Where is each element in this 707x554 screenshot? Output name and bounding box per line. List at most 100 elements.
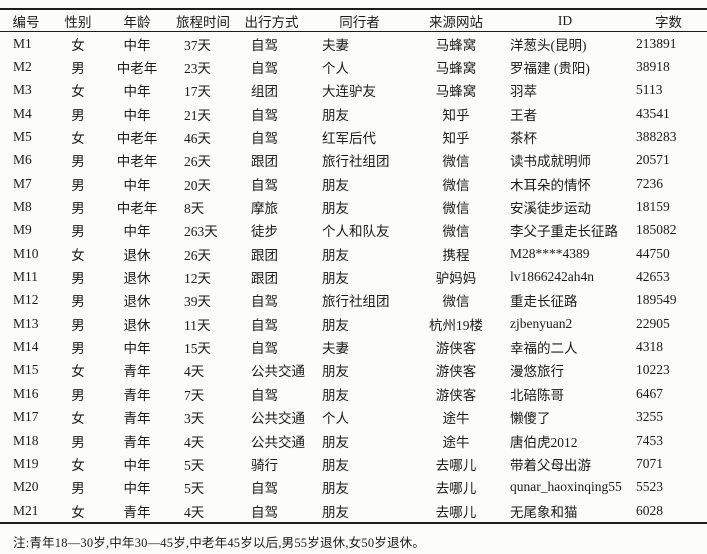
- table-cell: 6467: [636, 385, 663, 401]
- table-cell: M7: [13, 175, 32, 191]
- table-cell: 夫妻: [322, 341, 349, 357]
- table-cell: 中年: [123, 37, 151, 53]
- table-cell: 青年: [123, 434, 151, 450]
- table-cell: 个人: [322, 411, 349, 427]
- table-cell: 驴妈妈: [435, 271, 477, 287]
- table-cell: 男: [71, 177, 85, 193]
- table-cell: 17天: [184, 84, 211, 100]
- table-cell: 携程: [442, 247, 470, 263]
- table-cell: 男: [71, 481, 85, 497]
- table-cell: 朋友: [322, 504, 349, 520]
- table-row: M17 女 青年 3天 公共交通 个人 途牛 懒傻了 3255: [0, 406, 707, 429]
- table-row: M5 女 中老年 46天 自驾 红军后代 知乎 茶杯 388283: [0, 125, 707, 148]
- table-cell: 知乎: [442, 107, 470, 123]
- traveler-data-table: 编号 性别 年龄 旅程时间 出行方式 同行者 来源网站 ID 字数 M1 女中年 3…: [0, 8, 707, 524]
- table-cell: 女: [71, 364, 85, 380]
- table-row: M12 男 退休 39天 自驾 旅行社组团 微信 重走长征路 189549: [0, 289, 707, 312]
- table-cell: M28****4389: [510, 245, 590, 261]
- table-cell: 中年: [123, 457, 151, 473]
- table-cell: 男: [71, 61, 85, 77]
- table-row: M2 男 中老年 23天 自驾 个人 马蜂窝 罗福建 (贵阳) 38918: [0, 55, 707, 78]
- table-cell: 去哪儿: [435, 481, 477, 497]
- table-cell: 中老年: [116, 61, 158, 77]
- table-cell: 王者: [510, 107, 537, 123]
- table-cell: 6028: [636, 502, 663, 518]
- table-row: M14 男 中年 15天 自驾 夫妻 游侠客 幸福的二人 4318: [0, 335, 707, 358]
- header-row: 编号 性别 年龄 旅程时间 出行方式 同行者 来源网站 ID 字数: [0, 9, 707, 32]
- table-cell: 朋友: [322, 434, 349, 450]
- table-cell: 朋友: [322, 364, 349, 380]
- table-cell: 5天: [184, 481, 205, 497]
- table-cell: 男: [71, 294, 85, 310]
- table-cell: 青年: [123, 364, 151, 380]
- table-cell: 213891: [636, 35, 677, 51]
- table-cell: 朋友: [322, 201, 349, 217]
- table-cell: 红军后代: [322, 131, 376, 147]
- table-cell: 21天: [184, 107, 211, 123]
- column-header-wordcount: 字数: [655, 14, 682, 30]
- table-cell: 马蜂窝: [435, 84, 477, 100]
- table-cell: 自驾: [251, 37, 278, 53]
- table-cell: 7071: [636, 455, 663, 471]
- table-cell: M4: [13, 105, 32, 121]
- column-header-duration: 旅程时间: [176, 14, 230, 30]
- table-cell: 388283: [636, 129, 677, 145]
- table-cell: 自驾: [251, 131, 278, 147]
- table-cell: 女: [71, 457, 85, 473]
- table-cell: 男: [71, 224, 85, 240]
- table-row: M20 男 中年 5天 自驾 朋友 去哪儿 qunar_haoxinqing55 5523: [0, 476, 707, 499]
- table-row: M1 女 中年 37天 自驾 夫妻 马蜂窝 洋葱头(昆明) 213891: [0, 32, 707, 56]
- table-cell: 退休: [123, 317, 151, 333]
- table-cell: M13: [13, 315, 39, 331]
- table-cell: M17: [13, 409, 39, 425]
- table-cell: 摩旅: [251, 201, 278, 217]
- table-cell: 46天: [184, 131, 211, 147]
- table-cell: 20571: [636, 152, 670, 168]
- table-cell: 男: [71, 154, 85, 170]
- table-cell: 自驾: [251, 317, 278, 333]
- table-cell: 夫妻: [322, 37, 349, 53]
- table-cell: 途牛: [442, 411, 470, 427]
- column-header-source: 来源网站: [429, 14, 483, 30]
- table-cell: 朋友: [322, 317, 349, 333]
- table-cell: 12天: [184, 271, 211, 287]
- table-cell: 5天: [184, 457, 205, 473]
- table-cell: 懒傻了: [510, 411, 551, 427]
- table-body: M1 女中年 37天 自驾 夫妻 马蜂窝 洋葱头(昆明) 213891 M2 男中老年 23天 自驾个…: [0, 32, 707, 524]
- table-cell: 自驾: [251, 341, 278, 357]
- table-cell: 中年: [123, 177, 151, 193]
- table-cell: 4天: [184, 364, 205, 380]
- table-cell: 旅行社组团: [322, 154, 390, 170]
- table-cell: 漫悠旅行: [510, 364, 564, 380]
- table-cell: 15天: [184, 341, 211, 357]
- table-cell: 徒步: [251, 224, 278, 240]
- table-cell: 中年: [123, 84, 151, 100]
- table-cell: 幸福的二人: [510, 341, 578, 357]
- table-cell: 自驾: [251, 107, 278, 123]
- table-row: M11 男 退休 12天 跟团 朋友 驴妈妈 lv1866242ah4n 42653: [0, 265, 707, 288]
- table-cell: 知乎: [442, 131, 470, 147]
- table-cell: 个人和队友: [322, 224, 390, 240]
- table-cell: 10223: [636, 362, 670, 378]
- table-cell: 男: [71, 271, 85, 287]
- table-cell: 读书成就明师: [510, 154, 591, 170]
- table-row: M6 男 中老年 26天 跟团 旅行社组团 微信 读书成就明师 20571: [0, 149, 707, 172]
- table-cell: 中老年: [116, 201, 158, 217]
- column-header-gender: 性别: [64, 14, 92, 30]
- table-cell: 茶杯: [510, 131, 537, 147]
- table-cell: 马蜂窝: [435, 61, 477, 77]
- table-row: M15 女 青年 4天 公共交通 朋友 游侠客 漫悠旅行 10223: [0, 359, 707, 382]
- table-cell: 43541: [636, 105, 670, 121]
- table-row: M19 女 中年 5天 骑行 朋友 去哪儿 带着父母出游 7071: [0, 452, 707, 475]
- table-cell: 朋友: [322, 457, 349, 473]
- table-cell: 11天: [184, 317, 211, 333]
- table-cell: 木耳朵的情怀: [510, 177, 591, 193]
- table-cell: 男: [71, 201, 85, 217]
- column-header-code: 编号: [12, 14, 40, 30]
- table-cell: 自驾: [251, 481, 278, 497]
- table-cell: zjbenyuan2: [510, 315, 573, 331]
- table-footnote: 注:青年18—30岁,中年30—45岁,中老年45岁以后,男55岁退休,女50岁…: [13, 536, 426, 551]
- table-cell: 8天: [184, 201, 205, 217]
- table-cell: 微信: [442, 177, 470, 193]
